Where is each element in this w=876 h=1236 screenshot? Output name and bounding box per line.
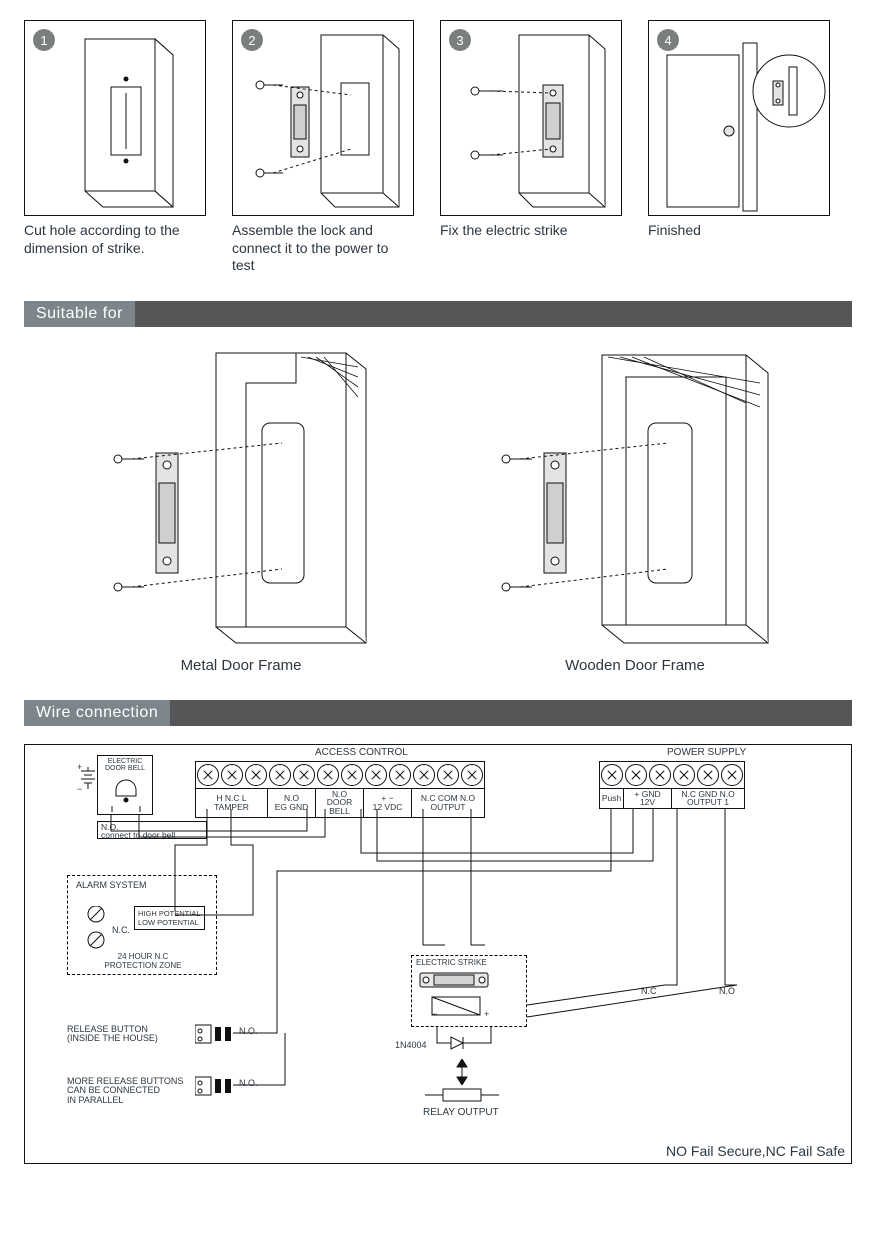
updown-arrow-icon — [455, 1059, 469, 1085]
suitable-row: Metal Door Frame — [24, 343, 852, 674]
step3-diagram — [441, 21, 621, 217]
suitable-metal: Metal Door Frame — [96, 343, 386, 674]
step-caption: Finished — [648, 222, 830, 240]
alarm-system-box: ALARM SYSTEM N.C. HIGH POTENTIALLOW POTE… — [67, 875, 217, 975]
step4-diagram — [649, 21, 829, 217]
doorbell-box: ELECTRIC DOOR BELL — [97, 755, 153, 815]
diode-icon — [443, 1035, 473, 1051]
suitable-caption: Metal Door Frame — [181, 657, 302, 674]
section-title: Wire connection — [24, 700, 170, 726]
step-3: 3 — [440, 20, 622, 275]
electric-strike-box: ELECTRIC STRIKE − + — [411, 955, 527, 1027]
relay-output-label: RELAY OUTPUT — [423, 1107, 499, 1118]
ac-term-labels: H N.C LTAMPER N.OEG GND N.ODOOR BELL + −… — [195, 789, 485, 819]
suitable-wood: Wooden Door Frame — [490, 343, 780, 674]
step-1: 1 Cut hole according to the dimension of… — [24, 20, 206, 275]
step-number-badge: 4 — [657, 29, 679, 51]
doorbell-note-box: N.O.connect to door bell — [97, 821, 207, 839]
access-control-title: ACCESS CONTROL — [315, 747, 408, 758]
step2-diagram — [233, 21, 413, 217]
step-4: 4 Finished — [648, 20, 830, 275]
relay-box-icon — [425, 1085, 499, 1105]
power-supply-terminals — [599, 761, 745, 789]
wood-frame-diagram — [490, 343, 780, 653]
access-control-terminals — [195, 761, 485, 789]
section-header-suitable: Suitable for — [24, 301, 852, 327]
ps-term-labels: Push + GND12V N.C GND N.OOUTPUT 1 — [599, 789, 745, 810]
fail-mode-note: NO Fail Secure,NC Fail Safe — [666, 1143, 845, 1159]
section-title: Suitable for — [24, 301, 135, 327]
step-number-badge: 2 — [241, 29, 263, 51]
installation-steps-row: 1 Cut hole according to the dimension of… — [24, 20, 852, 275]
metal-frame-diagram — [96, 343, 386, 653]
step-number-badge: 3 — [449, 29, 471, 51]
step-caption: Assemble the lock and connect it to the … — [232, 222, 414, 275]
release-switch-1 — [195, 1023, 235, 1045]
battery-icon — [81, 767, 95, 789]
release-button-1-label: RELEASE BUTTON (INSIDE THE HOUSE) — [67, 1025, 158, 1045]
step-caption: Fix the electric strike — [440, 222, 622, 240]
step1-diagram — [25, 21, 205, 217]
power-supply-title: POWER SUPPLY — [667, 747, 746, 758]
step-number-badge: 1 — [33, 29, 55, 51]
release-button-2-label: MORE RELEASE BUTTONS CAN BE CONNECTED IN… — [67, 1077, 183, 1107]
suitable-caption: Wooden Door Frame — [565, 657, 705, 674]
release-switch-2 — [195, 1075, 235, 1097]
section-header-wire: Wire connection — [24, 700, 852, 726]
step-2: 2 — [232, 20, 414, 275]
step-caption: Cut hole according to the dimension of s… — [24, 222, 206, 257]
diode-label: 1N4004 — [395, 1041, 427, 1051]
wiring-diagram: ACCESS CONTROL POWER SUPPLY H N.C LTAMPE… — [24, 744, 852, 1164]
